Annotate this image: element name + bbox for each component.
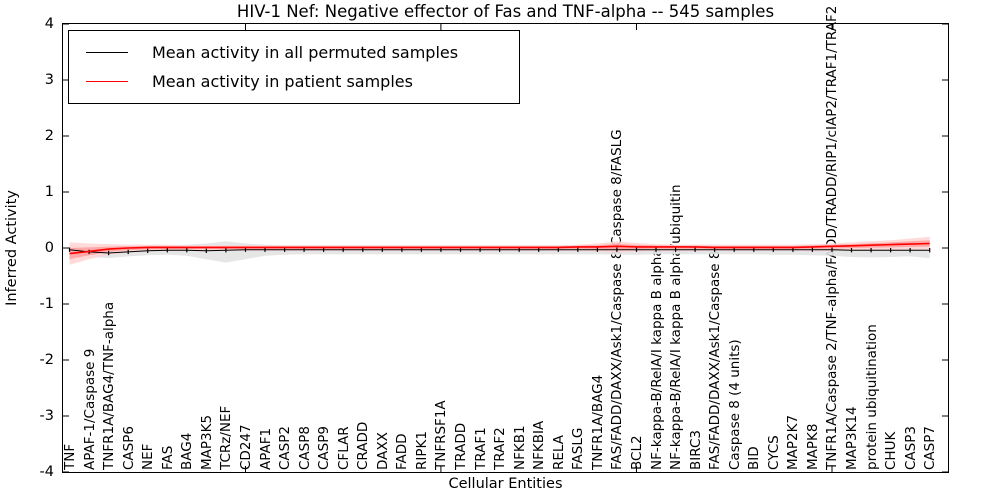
y-tick-label: -4 <box>39 463 54 480</box>
chart-title: HIV-1 Nef: Negative effector of Fas and … <box>236 2 775 21</box>
y-tick-label: 3 <box>44 71 54 88</box>
legend-item-patient: Mean activity in patient samples <box>69 67 519 96</box>
y-tick-label: -1 <box>39 295 54 312</box>
legend-line-permuted-icon <box>86 52 128 53</box>
legend-label-permuted: Mean activity in all permuted samples <box>152 43 459 62</box>
legend-line-patient-icon <box>86 81 128 82</box>
plot-area: Mean activity in all permuted samples Me… <box>62 6 949 473</box>
legend-label-patient: Mean activity in patient samples <box>152 72 413 91</box>
legend-item-permuted: Mean activity in all permuted samples <box>69 38 519 67</box>
x-axis-label: Cellular Entities <box>448 476 563 492</box>
y-tick-label: -3 <box>39 407 54 424</box>
y-tick-label: 2 <box>44 127 54 144</box>
y-tick-label: 0 <box>44 239 54 256</box>
y-tick-label: 4 <box>44 15 54 32</box>
y-tick-label: 1 <box>44 183 54 200</box>
y-tick-label: -2 <box>39 351 54 368</box>
chart-svg <box>63 24 948 472</box>
legend: Mean activity in all permuted samples Me… <box>68 30 520 104</box>
